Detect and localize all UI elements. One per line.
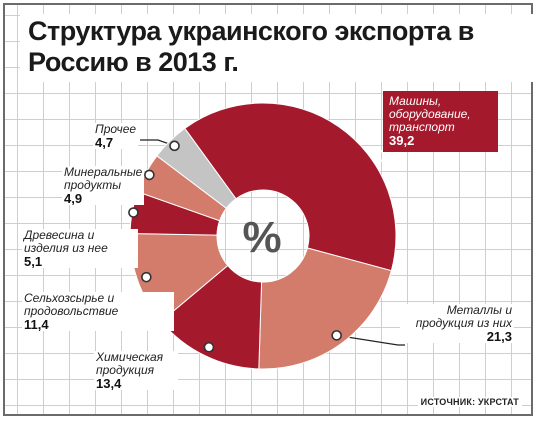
label-metals-text: Металлы и продукция из них: [415, 303, 512, 330]
label-other-text: Прочее: [95, 122, 137, 136]
label-chemical-text: Химическая продукция: [96, 350, 164, 377]
label-metals: Металлы и продукция из них 21,3: [400, 304, 514, 343]
source-note: ИСТОЧНИК: УКРСТАТ: [417, 397, 522, 407]
label-wood-value: 5,1: [24, 254, 43, 269]
label-machines-value: 39,2: [389, 133, 415, 148]
label-other-value: 4,7: [95, 135, 114, 150]
label-machines: Машины, оборудование, транспорт 39,2: [383, 91, 498, 152]
leader-dot-metals: [331, 330, 342, 341]
slice-metals: [258, 247, 393, 370]
leader-dot-chemical: [203, 341, 215, 353]
label-agri: Сельхозсырье и продовольствие 11,4: [22, 292, 174, 331]
label-chemical-value: 13,4: [96, 376, 122, 391]
label-agri-value: 11,4: [24, 317, 49, 332]
label-other: Прочее 4,7: [93, 122, 139, 150]
label-mineral-text: Минеральные продукты: [64, 165, 143, 192]
label-chemical: Химическая продукция 13,4: [94, 351, 178, 390]
slice-machines: [184, 102, 397, 272]
label-arrow-machines: [377, 147, 385, 165]
leader-dot-wood: [128, 207, 139, 218]
label-wood: Древесина и изделия из нее 5,1: [22, 229, 138, 268]
chart-title: Структура украинского экспорта в Россию …: [20, 14, 538, 82]
leader-dot-mineral: [144, 169, 155, 181]
label-metals-value: 21,3: [486, 329, 512, 344]
leader-dot-agri: [141, 271, 152, 283]
label-machines-text: Машины, оборудование, транспорт: [389, 94, 471, 134]
label-mineral-value: 4,9: [64, 191, 83, 206]
center-percent-label: %: [242, 213, 281, 262]
label-mineral: Минеральные продукты 4,9: [62, 166, 144, 205]
label-agri-text: Сельхозсырье и продовольствие: [24, 291, 119, 318]
leader-dots: [128, 140, 385, 353]
leader-dot-other: [169, 140, 180, 152]
label-wood-text: Древесина и изделия из нее: [24, 228, 108, 255]
leader-line-metals: [336, 334, 405, 346]
